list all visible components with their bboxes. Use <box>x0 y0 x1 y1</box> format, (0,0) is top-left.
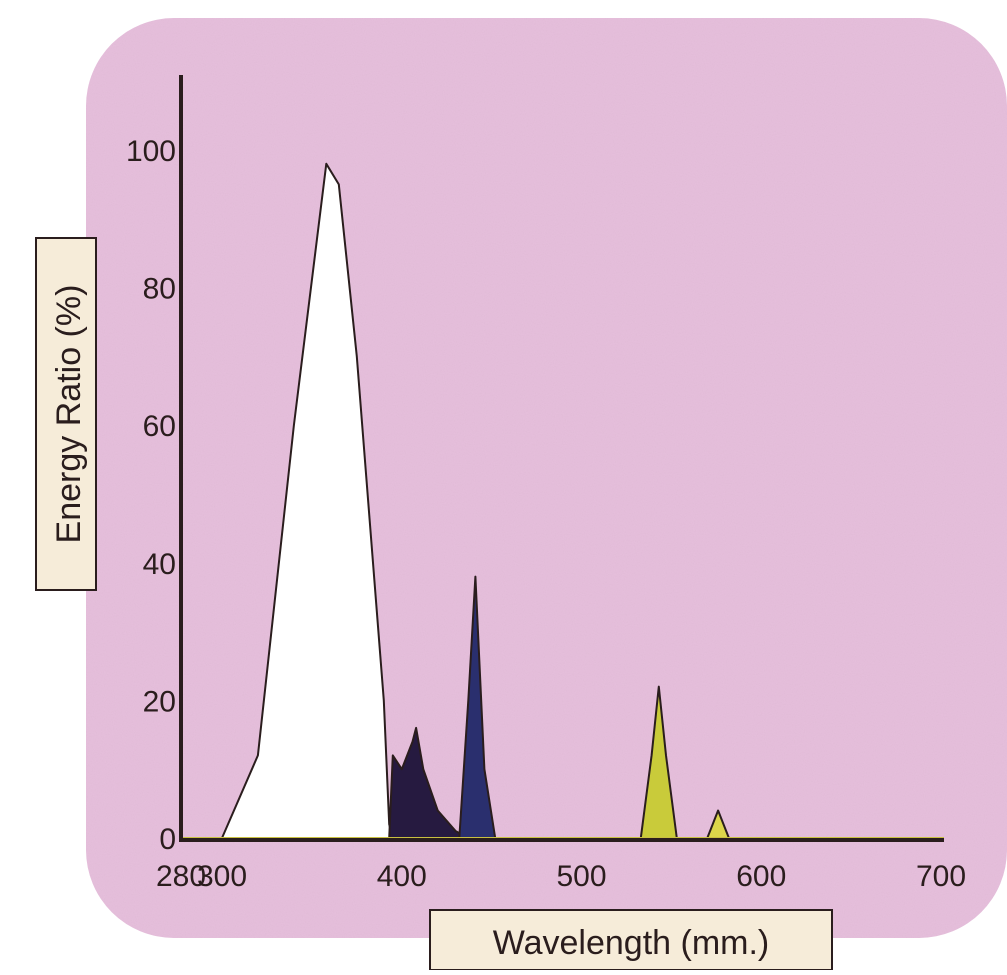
x-tick-label: 400 <box>377 860 427 893</box>
y-tick-label: 60 <box>143 410 176 443</box>
y-tick-label: 0 <box>159 823 176 856</box>
y-tick-label: 20 <box>143 685 176 718</box>
x-tick-label: 280 <box>156 860 206 893</box>
y-ticks-layer: 0 20 40 60 80 100 <box>126 135 176 856</box>
y-axis-label-box <box>35 237 97 591</box>
y-tick-label: 100 <box>126 135 176 168</box>
x-tick-label: 600 <box>736 860 786 893</box>
chart-panel <box>86 18 1007 938</box>
x-tick-label: 300 <box>197 860 247 893</box>
y-tick-label: 80 <box>143 273 176 306</box>
y-tick-label: 40 <box>143 548 176 581</box>
x-tick-label: 700 <box>916 860 966 893</box>
y-axis-label: Energy Ratio (%) <box>50 285 88 544</box>
x-axis-label: Wavelength (mm.) <box>493 924 769 962</box>
x-axis-label-box <box>429 909 833 971</box>
x-tick-label: 500 <box>556 860 606 893</box>
